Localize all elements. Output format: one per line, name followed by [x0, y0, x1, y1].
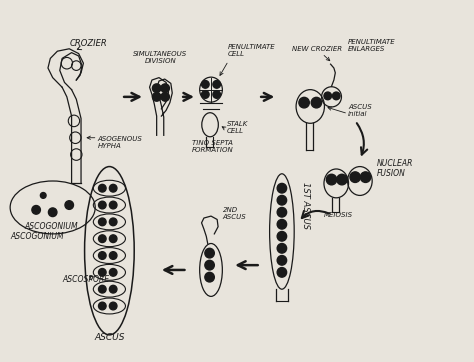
Text: PENULTIMATE
CELL: PENULTIMATE CELL: [228, 44, 275, 57]
Text: 2ND
ASCUS: 2ND ASCUS: [223, 207, 246, 220]
Circle shape: [277, 268, 287, 277]
Circle shape: [48, 208, 57, 216]
Circle shape: [213, 80, 220, 88]
Circle shape: [299, 97, 310, 108]
Circle shape: [324, 92, 331, 100]
Circle shape: [277, 244, 287, 253]
Circle shape: [65, 201, 73, 209]
Text: NUCLEAR
FUSION: NUCLEAR FUSION: [376, 159, 413, 178]
Circle shape: [109, 235, 117, 243]
Circle shape: [350, 172, 360, 182]
Circle shape: [99, 269, 106, 276]
Text: PENULTIMATE
ENLARGES: PENULTIMATE ENLARGES: [348, 39, 396, 52]
Circle shape: [99, 201, 106, 209]
Circle shape: [109, 252, 117, 259]
Text: ASCOGONIUM: ASCOGONIUM: [24, 222, 78, 231]
Circle shape: [153, 93, 161, 101]
Circle shape: [109, 302, 117, 310]
Circle shape: [277, 184, 287, 193]
Text: NEW CROZIER: NEW CROZIER: [292, 46, 342, 52]
Text: MEIOSIS: MEIOSIS: [324, 212, 353, 218]
Circle shape: [99, 302, 106, 310]
Text: SIMULTANEOUS
DIVISION: SIMULTANEOUS DIVISION: [133, 51, 188, 64]
Circle shape: [337, 174, 347, 185]
Circle shape: [32, 206, 40, 214]
Circle shape: [332, 92, 340, 100]
Circle shape: [201, 90, 209, 98]
Text: ASCOSPORE: ASCOSPORE: [62, 275, 109, 284]
Circle shape: [109, 218, 117, 226]
Circle shape: [205, 260, 214, 270]
Text: ASCUS: ASCUS: [94, 333, 125, 342]
Circle shape: [311, 97, 321, 108]
Text: ASCUS
initial: ASCUS initial: [348, 104, 372, 117]
Circle shape: [201, 80, 209, 88]
Circle shape: [99, 285, 106, 293]
Text: STALK
CELL: STALK CELL: [227, 121, 248, 134]
Text: 1ST ASCUS: 1ST ASCUS: [301, 182, 310, 229]
Circle shape: [99, 235, 106, 243]
Circle shape: [109, 285, 117, 293]
Circle shape: [109, 269, 117, 276]
Text: ASCOGONIUM: ASCOGONIUM: [10, 232, 64, 241]
Circle shape: [99, 252, 106, 259]
Circle shape: [277, 256, 287, 265]
Circle shape: [109, 184, 117, 192]
Circle shape: [277, 231, 287, 241]
Circle shape: [161, 93, 169, 101]
Circle shape: [277, 195, 287, 205]
Circle shape: [360, 172, 371, 182]
Circle shape: [99, 184, 106, 192]
Circle shape: [40, 193, 46, 198]
Circle shape: [277, 219, 287, 229]
Text: ASOGENOUS
HYPHA: ASOGENOUS HYPHA: [98, 136, 143, 149]
Circle shape: [213, 90, 220, 98]
Text: CROZIER: CROZIER: [69, 39, 107, 49]
Circle shape: [99, 218, 106, 226]
Circle shape: [326, 174, 337, 185]
Circle shape: [277, 207, 287, 217]
Circle shape: [109, 201, 117, 209]
Circle shape: [205, 248, 214, 258]
Circle shape: [161, 84, 169, 93]
Circle shape: [153, 84, 161, 93]
Circle shape: [205, 272, 214, 282]
Text: TINO SEPTA
FORMATION: TINO SEPTA FORMATION: [192, 140, 234, 153]
